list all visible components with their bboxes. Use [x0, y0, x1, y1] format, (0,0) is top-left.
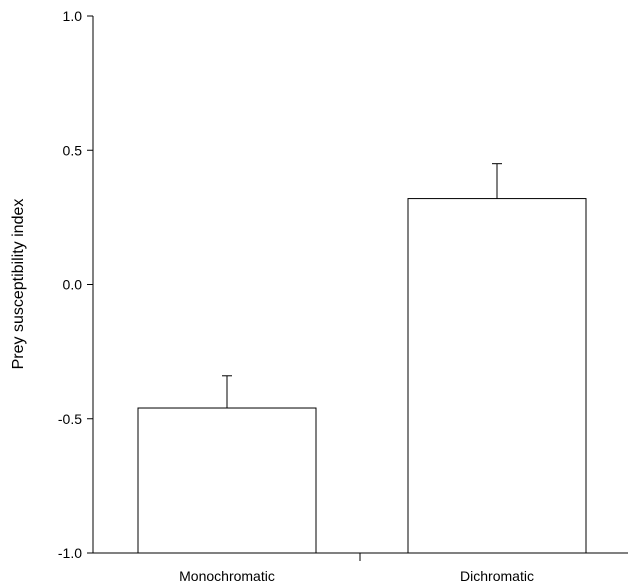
- y-tick-label: 1.0: [63, 8, 83, 24]
- bar-dichromatic: [407, 198, 587, 554]
- bars: [137, 163, 587, 554]
- y-axis-title: Prey susceptibility index: [10, 199, 27, 370]
- x-category-label: Dichromatic: [460, 568, 534, 584]
- y-tick-label: 0.0: [63, 277, 83, 293]
- x-axis-labels: Monochromatic Dichromatic: [179, 568, 534, 584]
- bar-monochromatic: [137, 407, 317, 554]
- y-tick-label: -0.5: [58, 411, 82, 427]
- y-axis-ticks: -1.0 -0.5 0.0 0.5 1.0: [58, 8, 93, 561]
- y-tick-label: 0.5: [63, 142, 83, 158]
- y-tick-label: -1.0: [58, 545, 82, 561]
- x-category-label: Monochromatic: [179, 568, 275, 584]
